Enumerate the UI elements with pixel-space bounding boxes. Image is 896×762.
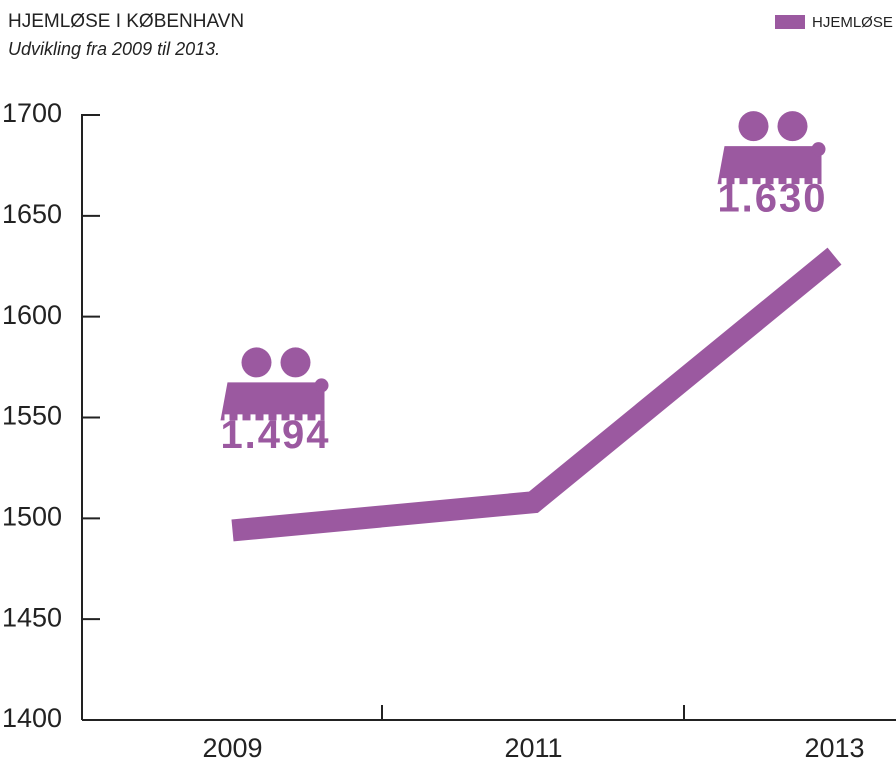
y-tick-label: 1700: [2, 98, 62, 128]
data-line: [231, 247, 842, 542]
person-icon: [241, 347, 272, 378]
person-icon: [314, 378, 329, 393]
y-tick-label: 1650: [2, 199, 62, 229]
x-tick-label: 2013: [804, 733, 864, 762]
y-tick-label: 1450: [2, 602, 62, 632]
y-tick-label: 1400: [2, 703, 62, 733]
person-icon: [738, 111, 769, 142]
y-tick-label: 1600: [2, 300, 62, 330]
y-tick-label: 1500: [2, 501, 62, 531]
data-label: 1.630: [717, 177, 827, 221]
person-icon: [777, 111, 808, 142]
person-icon: [811, 142, 826, 157]
legend-label: HJEMLØSE: [812, 14, 893, 31]
person-icon: [280, 347, 311, 378]
y-tick-label: 1550: [2, 401, 62, 431]
x-tick-label: 2011: [504, 733, 562, 762]
data-label: 1.494: [220, 413, 330, 457]
chart-subtitle: Udvikling fra 2009 til 2013.: [8, 39, 220, 59]
chart-title: HJEMLØSE I KØBENHAVN: [8, 11, 244, 32]
person-icon: [717, 146, 822, 185]
person-icon: [220, 382, 325, 421]
x-tick-label: 2009: [202, 733, 262, 762]
legend-swatch: [775, 15, 805, 29]
